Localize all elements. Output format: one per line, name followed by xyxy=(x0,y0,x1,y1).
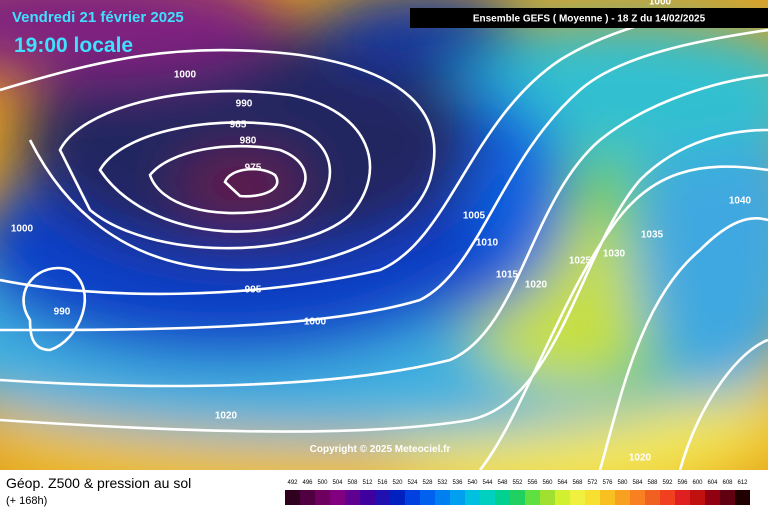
isobar-label: 990 xyxy=(54,307,71,318)
header-box xyxy=(410,8,768,28)
legend-swatch xyxy=(525,490,540,505)
legend-swatch xyxy=(615,490,630,505)
legend-label: 520 xyxy=(392,480,403,486)
legend-label: 552 xyxy=(512,480,523,486)
legend-label: 604 xyxy=(707,480,718,486)
legend-swatch xyxy=(360,490,375,505)
legend-swatch xyxy=(495,490,510,505)
legend-label: 584 xyxy=(632,480,643,486)
isobars xyxy=(0,8,768,470)
legend-label: 528 xyxy=(422,480,433,486)
legend-swatch xyxy=(555,490,570,505)
legend-swatch xyxy=(435,490,450,505)
legend-swatch xyxy=(300,490,315,505)
legend-label: 596 xyxy=(677,480,688,486)
isobar-label: 1010 xyxy=(476,238,499,249)
legend-swatch xyxy=(675,490,690,505)
legend-label: 568 xyxy=(572,480,583,486)
isobar-label: 1000 xyxy=(304,317,327,328)
legend-label: 496 xyxy=(302,480,313,486)
copyright: Copyright © 2025 Meteociel.fr xyxy=(310,444,451,455)
legend-swatch xyxy=(345,490,360,505)
legend-swatch xyxy=(570,490,585,505)
legend-label: 580 xyxy=(617,480,628,486)
isobar-label: 980 xyxy=(240,136,257,147)
legend-label: 500 xyxy=(317,480,328,486)
isobar-label: 995 xyxy=(245,285,262,296)
footer-lead: (+ 168h) xyxy=(6,495,47,507)
legend-swatch xyxy=(285,490,300,505)
legend-label: 504 xyxy=(332,480,343,486)
legend-swatch xyxy=(705,490,720,505)
legend-swatch xyxy=(405,490,420,505)
legend-label: 560 xyxy=(542,480,553,486)
legend-swatch xyxy=(585,490,600,505)
isobar-label: 1025 xyxy=(569,256,592,267)
legend-swatch xyxy=(690,490,705,505)
legend-swatch xyxy=(420,490,435,505)
legend-swatch xyxy=(480,490,495,505)
legend-label: 588 xyxy=(647,480,658,486)
isobar-label: 985 xyxy=(230,120,247,131)
legend-label: 524 xyxy=(407,480,418,486)
legend-swatch xyxy=(315,490,330,505)
legend-label: 592 xyxy=(662,480,673,486)
legend-swatch xyxy=(375,490,390,505)
footer-title: Géop. Z500 & pression au sol xyxy=(6,475,191,491)
legend-swatch xyxy=(390,490,405,505)
legend-label: 492 xyxy=(287,480,298,486)
isobar-label: 1020 xyxy=(629,453,652,464)
legend-swatch xyxy=(330,490,345,505)
isobar-label: 1005 xyxy=(463,211,486,222)
isobar-label: 1000 xyxy=(11,224,34,235)
legend-swatch xyxy=(540,490,555,505)
legend-label: 536 xyxy=(452,480,463,486)
isobar-label: 975 xyxy=(245,163,262,174)
legend-swatch xyxy=(720,490,735,505)
isobar-label: 1015 xyxy=(496,270,519,281)
legend-label: 608 xyxy=(722,480,733,486)
legend-swatch xyxy=(450,490,465,505)
legend-label: 556 xyxy=(527,480,538,486)
legend-label: 600 xyxy=(692,480,703,486)
isobar-label: 1000 xyxy=(174,70,197,81)
isobar-label: 1030 xyxy=(603,249,626,260)
legend-label: 544 xyxy=(482,480,493,486)
date: Vendredi 21 février 2025 xyxy=(12,9,184,26)
legend-label: 512 xyxy=(362,480,373,486)
legend-swatch xyxy=(735,490,750,505)
legend-label: 516 xyxy=(377,480,388,486)
legend-swatch xyxy=(465,490,480,505)
time: 19:00 locale xyxy=(14,34,133,57)
isobar-label: 1040 xyxy=(729,196,752,207)
legend-label: 540 xyxy=(467,480,478,486)
legend-swatch xyxy=(645,490,660,505)
legend-label: 532 xyxy=(437,480,448,486)
legend-label: 612 xyxy=(737,480,748,486)
legend-label: 576 xyxy=(602,480,613,486)
model-info: Ensemble GEFS ( Moyenne ) - 18 Z du 14/0… xyxy=(473,14,706,25)
isobar-label: 1020 xyxy=(525,280,548,291)
isobar-label: 1035 xyxy=(641,230,664,241)
isobar-label: 990 xyxy=(236,99,253,110)
legend-swatch xyxy=(660,490,675,505)
legend-label: 508 xyxy=(347,480,358,486)
legend-swatch xyxy=(510,490,525,505)
isobar-label: 1020 xyxy=(215,411,238,422)
isobar-label: 1000 xyxy=(649,0,672,8)
legend-label: 572 xyxy=(587,480,598,486)
legend-label: 564 xyxy=(557,480,568,486)
legend-swatch xyxy=(630,490,645,505)
legend-label: 548 xyxy=(497,480,508,486)
legend-swatch xyxy=(600,490,615,505)
